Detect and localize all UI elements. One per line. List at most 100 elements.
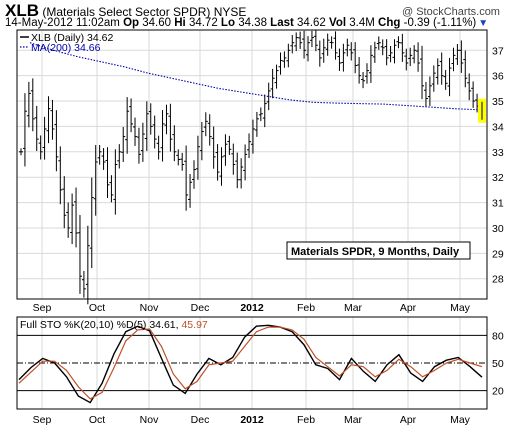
price-bar: [309, 30, 314, 48]
price-x-tick-label: Nov: [140, 302, 159, 314]
price-bar: [109, 175, 114, 203]
ma-legend-label: MA(200) 34.66: [31, 42, 101, 54]
price-bar: [93, 145, 98, 216]
price-bar: [282, 51, 287, 68]
price-bar: [215, 144, 220, 181]
price-y-tick-label: 31: [492, 198, 504, 210]
quote-date: 14-May-2012 11:02am: [5, 17, 120, 29]
chart-annotation: Materials SPDR, 9 Months, Daily: [286, 241, 471, 260]
price-bar: [337, 48, 342, 71]
high-label: Hi: [174, 17, 186, 29]
price-bar: [333, 31, 338, 60]
price-bar: [54, 110, 59, 172]
price-x-tick-label: Apr: [400, 302, 417, 314]
price-bar: [459, 40, 464, 73]
open-label: Op: [123, 17, 140, 29]
price-bar: [191, 160, 196, 189]
price-bar: [435, 58, 440, 85]
quote-line: 14-May-2012 11:02am Op 34.60 Hi 34.72 Lo…: [5, 17, 488, 29]
price-bar: [254, 111, 259, 137]
price-y-tick-label: 34: [492, 121, 504, 133]
price-bar: [46, 96, 51, 144]
low-value: 34.38: [238, 17, 267, 29]
price-x-tick-label: Dec: [191, 302, 210, 314]
price-bar: [329, 36, 334, 49]
price-bar: [62, 176, 67, 229]
price-y-tick-label: 33: [492, 147, 504, 159]
price-bar: [50, 99, 55, 140]
price-bar: [325, 33, 330, 56]
price-bar: [250, 119, 255, 154]
sto-panel-frame: [16, 316, 488, 410]
price-bar: [247, 133, 252, 159]
price-bar: [345, 38, 350, 57]
price-bar: [66, 202, 71, 238]
price-bar: [168, 103, 173, 152]
sto-title-k: Full STO %K(20,10) %D(5) 34.61,: [20, 319, 179, 331]
price-bar: [121, 126, 126, 162]
price-bar: [286, 43, 291, 68]
price-x-tick-label: 2012: [240, 302, 264, 314]
price-bar: [70, 193, 75, 245]
price-bar: [321, 38, 326, 63]
last-value: 34.62: [297, 17, 326, 29]
sto-x-tick-label: Oct: [89, 414, 105, 426]
price-bar: [30, 78, 35, 132]
sto-grid: [17, 317, 487, 409]
price-bar: [404, 48, 409, 71]
price-bar: [368, 45, 373, 83]
price-bar: [274, 64, 279, 89]
price-bar: [105, 147, 110, 199]
sto-title: Full STO %K(20,10) %D(5) 34.61, 45.97: [20, 319, 208, 331]
price-legend: XLB (Daily) 34.62 MA(200) 34.66: [20, 32, 113, 54]
price-bar: [447, 57, 452, 97]
sto-y-tick-label: 80: [492, 330, 504, 342]
price-bar: [416, 42, 421, 72]
exchange-label: NYSE: [213, 5, 247, 19]
price-bar: [207, 114, 212, 146]
price-bar: [294, 32, 299, 52]
price-bar: [313, 30, 318, 52]
price-bar: [164, 104, 169, 135]
sto-y-tick-label: 20: [492, 386, 504, 398]
price-bar: [74, 187, 79, 248]
price-bar: [58, 146, 63, 205]
sto-y-tick-label: 50: [492, 358, 504, 370]
price-bar: [129, 98, 134, 133]
price-bar: [388, 46, 393, 63]
price-y-tick-label: 28: [492, 274, 504, 286]
price-bar: [317, 40, 322, 67]
price-y-tick-label: 37: [492, 45, 504, 57]
price-bar: [463, 50, 468, 88]
price-bar: [101, 148, 106, 170]
price-bar: [290, 35, 295, 54]
price-bar: [85, 225, 90, 305]
price-bar: [203, 112, 208, 137]
price-bar: [38, 135, 43, 160]
change-label: Chg: [378, 17, 401, 29]
price-bar: [427, 76, 432, 106]
price-bar: [467, 73, 472, 101]
annotation-box: [286, 241, 471, 260]
price-bar: [376, 36, 381, 50]
price-bar: [156, 135, 161, 160]
price-bar: [384, 39, 389, 66]
price-bar: [341, 43, 346, 72]
price-bar: [357, 57, 362, 84]
last-label: Last: [270, 17, 294, 29]
change-value: -0.39 (-1.11%): [403, 17, 477, 29]
price-y-tick-label: 35: [492, 96, 504, 108]
price-bar: [451, 47, 456, 72]
price-bar: [140, 122, 145, 162]
price-bar: [136, 127, 141, 164]
price-bar: [412, 45, 417, 64]
price-legend-label: XLB (Daily) 34.62: [31, 32, 113, 44]
price-bar: [420, 45, 425, 100]
price-panel-frame: [16, 29, 488, 300]
price-bar: [243, 144, 248, 181]
price-bar: [172, 125, 177, 162]
price-bar: [443, 70, 448, 90]
price-bar: [176, 149, 181, 166]
price-bar: [211, 126, 216, 169]
price-bar: [89, 177, 94, 269]
